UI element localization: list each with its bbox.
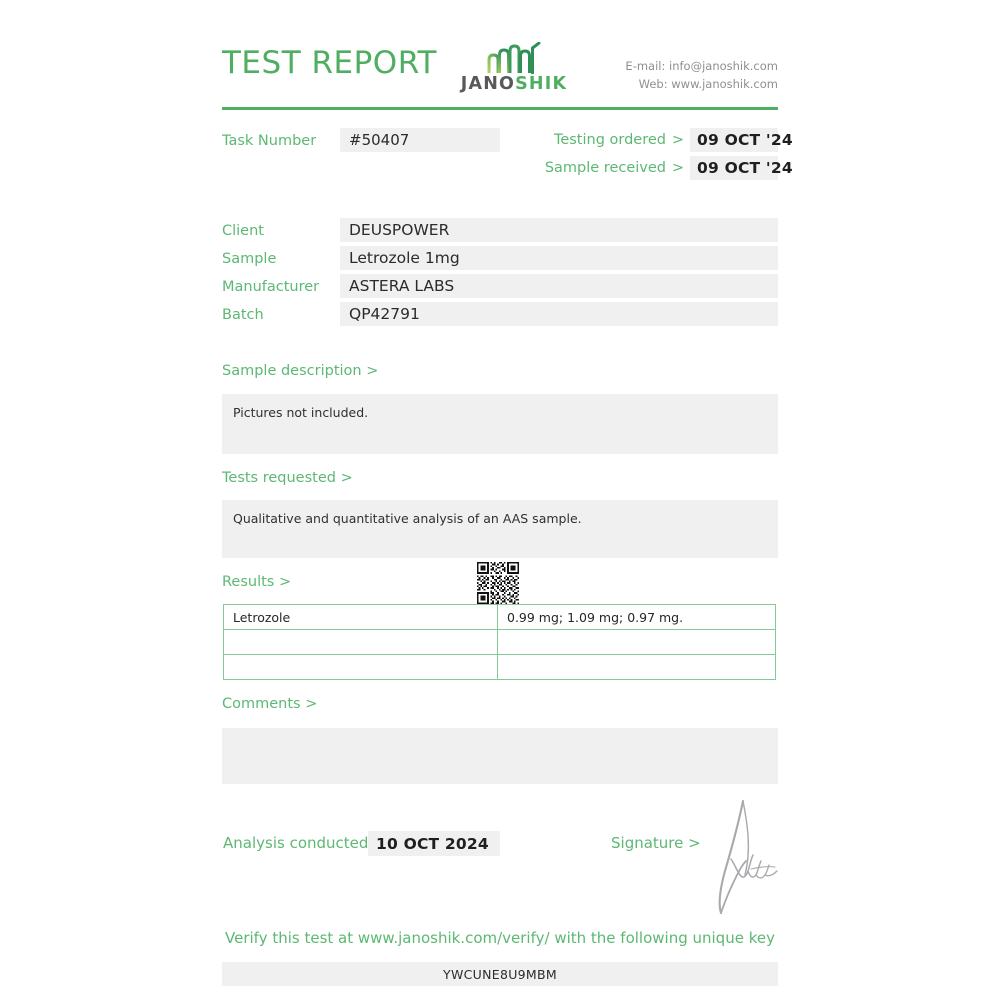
result-analyte xyxy=(223,654,498,680)
info-label-manufacturer: Manufacturer xyxy=(222,279,320,295)
info-row-client: Client DEUSPOWER xyxy=(222,218,778,246)
info-label-batch: Batch xyxy=(222,307,264,323)
sample-received-label: Sample received xyxy=(544,160,666,176)
sample-received-row: Sample received > 09 OCT '24 xyxy=(460,156,793,180)
signature-mark xyxy=(718,799,778,915)
sample-received-value: 09 OCT '24 xyxy=(690,156,793,180)
verification-qr-code-icon xyxy=(477,562,519,604)
testing-ordered-separator: > xyxy=(671,132,684,148)
testing-ordered-row: Testing ordered > 09 OCT '24 xyxy=(460,128,793,152)
report-sheet: TEST REPORT xyxy=(222,0,793,1000)
analysis-conducted-label: Analysis conducted > xyxy=(223,834,386,852)
sample-received-separator: > xyxy=(671,160,684,176)
signature-label: Signature > xyxy=(611,834,701,852)
tests-requested-heading: Tests requested > xyxy=(222,470,353,486)
table-row: Letrozole 0.99 mg; 1.09 mg; 0.97 mg. xyxy=(223,604,776,630)
report-header: TEST REPORT xyxy=(222,42,778,104)
tests-requested-box: Qualitative and quantitative analysis of… xyxy=(222,500,778,558)
info-row-manufacturer: Manufacturer ASTERA LABS xyxy=(222,274,778,302)
janoshik-logo: JANOSHIK xyxy=(454,42,574,104)
table-row xyxy=(223,654,776,680)
info-value-batch: QP42791 xyxy=(340,302,778,326)
result-analyte: Letrozole xyxy=(223,604,498,630)
verify-unique-key: YWCUNE8U9MBM xyxy=(222,962,778,986)
results-table: Letrozole 0.99 mg; 1.09 mg; 0.97 mg. xyxy=(223,604,776,680)
bar-chart-logo-icon xyxy=(487,42,541,74)
table-row xyxy=(223,629,776,655)
logo-word-jano: JANO xyxy=(460,74,516,94)
comments-box xyxy=(222,728,778,784)
sample-info-block: Client DEUSPOWER Sample Letrozole 1mg Ma… xyxy=(222,218,778,330)
result-analyte xyxy=(223,629,498,655)
results-heading: Results > xyxy=(222,574,292,590)
info-value-manufacturer: ASTERA LABS xyxy=(340,274,778,298)
info-row-sample: Sample Letrozole 1mg xyxy=(222,246,778,274)
contact-info: E-mail: info@janoshik.com Web: www.janos… xyxy=(625,58,778,94)
info-value-sample: Letrozole 1mg xyxy=(340,246,778,270)
page-title: TEST REPORT xyxy=(222,45,437,81)
logo-wordmark: JANOSHIK xyxy=(454,74,574,94)
contact-web: Web: www.janoshik.com xyxy=(638,76,778,91)
info-value-client: DEUSPOWER xyxy=(340,218,778,242)
sample-description-box: Pictures not included. xyxy=(222,394,778,454)
task-number-label: Task Number xyxy=(222,133,317,149)
task-and-dates-row: Task Number #50407 Testing ordered > 09 … xyxy=(222,128,793,182)
testing-ordered-label: Testing ordered xyxy=(553,132,666,148)
info-label-sample: Sample xyxy=(222,251,277,267)
verify-instructions: Verify this test at www.janoshik.com/ver… xyxy=(225,929,775,947)
logo-word-shik: SHIK xyxy=(515,74,568,94)
task-number-value: #50407 xyxy=(340,128,500,152)
comments-heading: Comments > xyxy=(222,696,318,712)
testing-ordered-value: 09 OCT '24 xyxy=(690,128,793,152)
result-value xyxy=(497,629,776,655)
header-divider xyxy=(222,107,778,110)
info-label-client: Client xyxy=(222,223,264,239)
sample-description-heading: Sample description > xyxy=(222,363,379,379)
info-row-batch: Batch QP42791 xyxy=(222,302,778,330)
result-value: 0.99 mg; 1.09 mg; 0.97 mg. xyxy=(497,604,776,630)
analysis-conducted-value: 10 OCT 2024 xyxy=(368,831,500,856)
result-value xyxy=(497,654,776,680)
contact-email: E-mail: info@janoshik.com xyxy=(625,59,778,73)
